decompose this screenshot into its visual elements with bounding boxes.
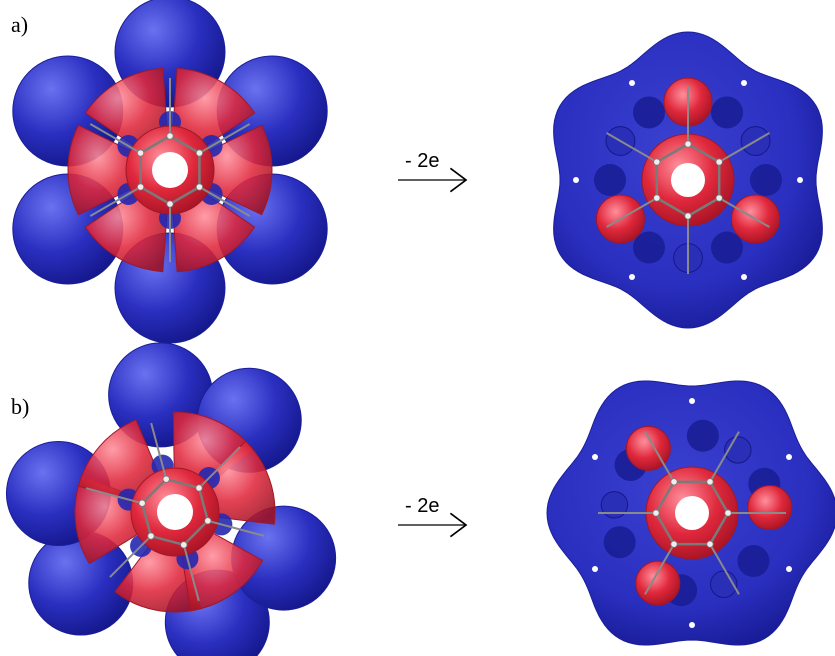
substituent-bond [644,431,675,483]
substituent-bond [709,431,740,483]
atom [715,194,723,202]
negative-lobe [600,491,629,519]
positive-lobe [67,124,144,216]
substituent-bond [606,197,658,228]
atom [147,532,155,540]
ring-bond [150,534,185,547]
atom [195,149,204,157]
ring-center-hole [671,163,705,197]
envelope-gap [741,80,747,87]
panel-b-label: b) [11,394,30,419]
envelope-gap [592,454,599,460]
ring-bond [656,196,689,218]
substituent-bond [709,543,740,595]
atom [162,475,170,483]
negative-pocket [750,164,782,196]
envelope-gap [785,566,792,572]
substituent-bond [718,132,770,163]
atom [653,158,661,166]
ring-bond [139,134,171,155]
ring-bond [687,142,720,164]
atom [195,484,203,492]
negative-pocket [633,231,665,264]
atom [706,478,714,486]
substituent-bond [109,535,152,578]
ring-bond [141,478,168,505]
atom [670,540,678,548]
positive-lobe [196,124,273,216]
molecule-b-neutral [5,342,337,656]
molecule-b-dication [546,380,835,646]
substituent-bond [85,487,143,505]
ring-bond [656,142,689,164]
substituent-bond [182,544,200,602]
atom [166,200,174,208]
substituent-bond [644,543,675,595]
substituent-bond [207,519,265,537]
envelope-gap [689,622,695,628]
atom [684,212,692,220]
atom [652,509,660,517]
atom [166,132,174,140]
ring-bond [140,502,153,537]
envelope-gap [592,566,599,572]
ring-bond [197,487,210,522]
atom [136,183,145,191]
atom [195,183,204,191]
substituent-bond [89,186,142,217]
ring-center-hole [675,496,709,530]
panel-b-arrow-label: - 2e [405,495,440,517]
ring-bond [654,481,676,514]
positive-lobe [747,485,793,531]
atom [715,158,723,166]
negative-pocket [686,419,719,452]
substituent-bond [606,132,658,163]
ring-bond [139,185,171,206]
positive-lobe [625,425,671,471]
atom [138,499,146,507]
negative-pocket [711,96,743,129]
ring-bond [182,519,209,546]
atom [136,149,145,157]
substituent-bond [198,446,241,489]
ring-bond [708,512,730,545]
ring-bond [165,477,200,490]
ring-bond [654,512,676,545]
atom [204,517,212,525]
ring-bond [708,481,730,514]
molecule-a-dication [553,31,823,329]
negative-pocket [594,164,626,196]
negative-pocket [633,96,665,129]
envelope-gap [689,398,695,404]
ring-bond [169,185,201,206]
envelope-gap [785,454,792,460]
negative-pocket [711,231,743,264]
envelope-gap [629,80,635,87]
negative-pocket [603,526,636,559]
negative-pocket [737,545,770,578]
ring-bond [687,196,720,218]
molecule-a-neutral [12,0,328,344]
atom [653,194,661,202]
envelope-gap [797,177,803,183]
ring-bond [169,134,201,155]
substituent-bond [198,123,251,154]
panel-a-label: a) [11,12,29,37]
positive-lobe [635,560,681,606]
panel-a-arrow-label: - 2e [405,150,440,172]
ring-center-hole [152,152,188,188]
envelope-gap [573,177,579,183]
substituent-bond [718,197,770,228]
substituent-bond [198,186,251,217]
ring-center-hole [157,494,193,530]
substituent-bond [89,123,142,154]
atom [670,478,678,486]
envelope-gap [741,273,747,280]
atom [706,540,714,548]
substituent-bond [150,422,168,480]
atom [180,541,188,549]
atom [684,140,692,148]
atom [724,509,732,517]
envelope-gap [629,273,635,280]
